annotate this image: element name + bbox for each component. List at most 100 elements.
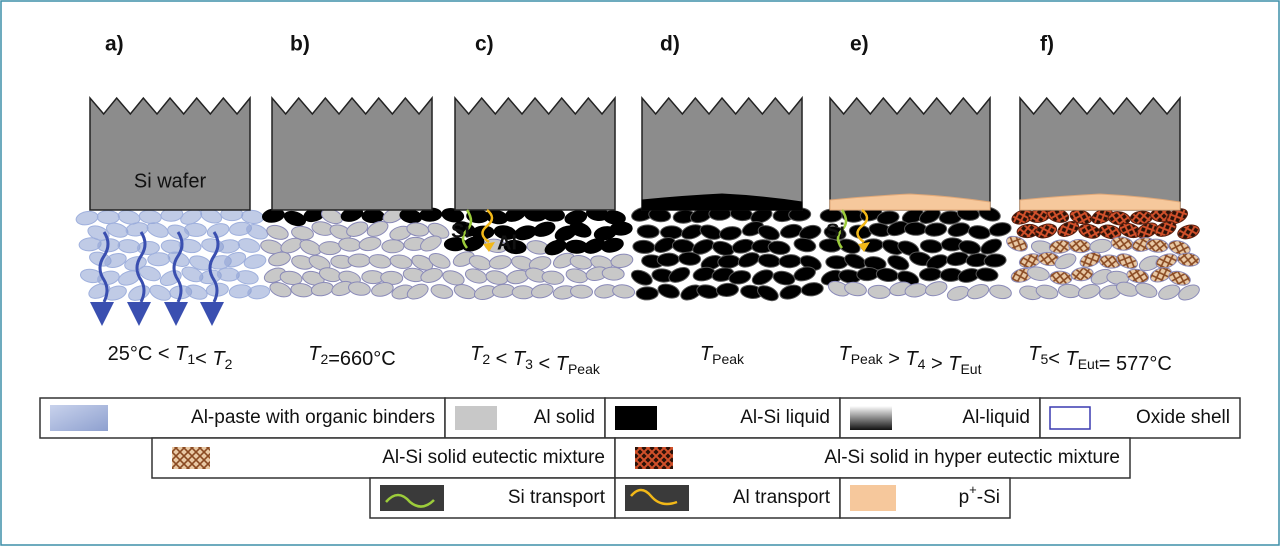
particle [1089, 238, 1113, 254]
particle [947, 222, 971, 237]
symbol: T [308, 343, 322, 365]
particle [1178, 284, 1200, 301]
panel-letter: f) [1040, 33, 1054, 56]
heat-arrow [208, 231, 220, 303]
particle [283, 210, 307, 227]
interface-layer [1019, 193, 1181, 211]
particle [1155, 253, 1178, 269]
particle [224, 251, 247, 268]
particle [1149, 267, 1172, 283]
particle [630, 269, 653, 286]
particle [980, 238, 1003, 255]
particle [1154, 221, 1177, 237]
panel-condition: T5< TEut= 577°C [1028, 343, 1172, 375]
text-part: > [883, 348, 906, 370]
swatch-hyper [635, 447, 673, 469]
particle [442, 270, 465, 286]
particle [757, 225, 780, 241]
particle [636, 224, 660, 239]
al-transport [856, 209, 869, 244]
al-head [483, 242, 495, 252]
legend-label: Al transport [733, 487, 831, 508]
particle [904, 221, 927, 236]
particle [793, 266, 816, 282]
particle [1035, 284, 1059, 300]
particle [1168, 270, 1191, 286]
particle [503, 239, 527, 255]
symbol: T [556, 353, 570, 375]
subscript: 2 [482, 351, 490, 367]
particle [368, 254, 392, 269]
particle [308, 254, 331, 271]
particle [462, 236, 485, 252]
heat-arrowhead [164, 302, 188, 326]
particle [967, 225, 991, 240]
text-part: < [490, 348, 513, 370]
particle [660, 225, 683, 240]
panel-condition: 25°C < T1< T2 [108, 343, 233, 371]
particle [975, 267, 999, 282]
particle [601, 266, 625, 281]
particle [569, 255, 593, 270]
swatch-eutectic [172, 447, 210, 469]
swatch-oxide [1049, 406, 1091, 430]
legend-text: Al-paste with organic binders [191, 407, 435, 428]
paste [260, 206, 454, 300]
symbol: T [212, 348, 226, 370]
particle [420, 268, 443, 283]
particle [269, 282, 292, 298]
legend-text: Al-liquid [962, 407, 1030, 428]
swatch-al-solid [455, 406, 497, 430]
particle [924, 222, 948, 237]
particle [1177, 224, 1200, 240]
particle [601, 237, 624, 253]
panel-condition: TPeak > T4 > TEut [839, 343, 982, 376]
subscript: 2 [320, 351, 328, 367]
paste [441, 206, 636, 300]
particle [1068, 239, 1092, 254]
particle [530, 283, 554, 299]
swatch-paste [50, 405, 108, 431]
particle [653, 237, 676, 253]
subscript: 3 [525, 356, 533, 372]
panel-letter: d) [660, 33, 680, 56]
particle [1027, 266, 1050, 281]
heat-arrowhead [127, 302, 151, 326]
particle [117, 210, 141, 225]
particle [1116, 253, 1139, 269]
particle [318, 241, 342, 256]
legend-cell [614, 437, 1131, 479]
particle [528, 256, 552, 271]
particle [237, 238, 261, 253]
interface-layer [829, 193, 991, 211]
wafer-label: Si wafer [134, 170, 207, 192]
si-wafer [89, 95, 251, 211]
legend-text: p [959, 487, 970, 508]
particle [338, 237, 362, 252]
particle [1034, 223, 1058, 239]
particle [149, 284, 172, 301]
particle [919, 239, 943, 254]
symbol: T [1028, 343, 1042, 365]
particle [772, 270, 796, 286]
legend-text: Oxide shell [1136, 407, 1230, 428]
legend-label: Al-paste with organic binders [191, 407, 435, 428]
subscript: 5 [1040, 351, 1048, 367]
particle [1135, 282, 1158, 298]
particle [1057, 221, 1080, 237]
particle [1126, 268, 1150, 284]
particle [1006, 235, 1028, 252]
swatch-al-liquid [850, 406, 892, 430]
si-wafer [641, 95, 803, 211]
particle [491, 283, 515, 298]
particle [178, 238, 202, 254]
particle [97, 270, 120, 286]
particle [361, 209, 385, 224]
particle [488, 255, 512, 270]
particle [800, 282, 824, 297]
legend-label: Al-liquid [962, 407, 1030, 428]
symbol: T [175, 343, 189, 365]
particle [1057, 283, 1081, 299]
